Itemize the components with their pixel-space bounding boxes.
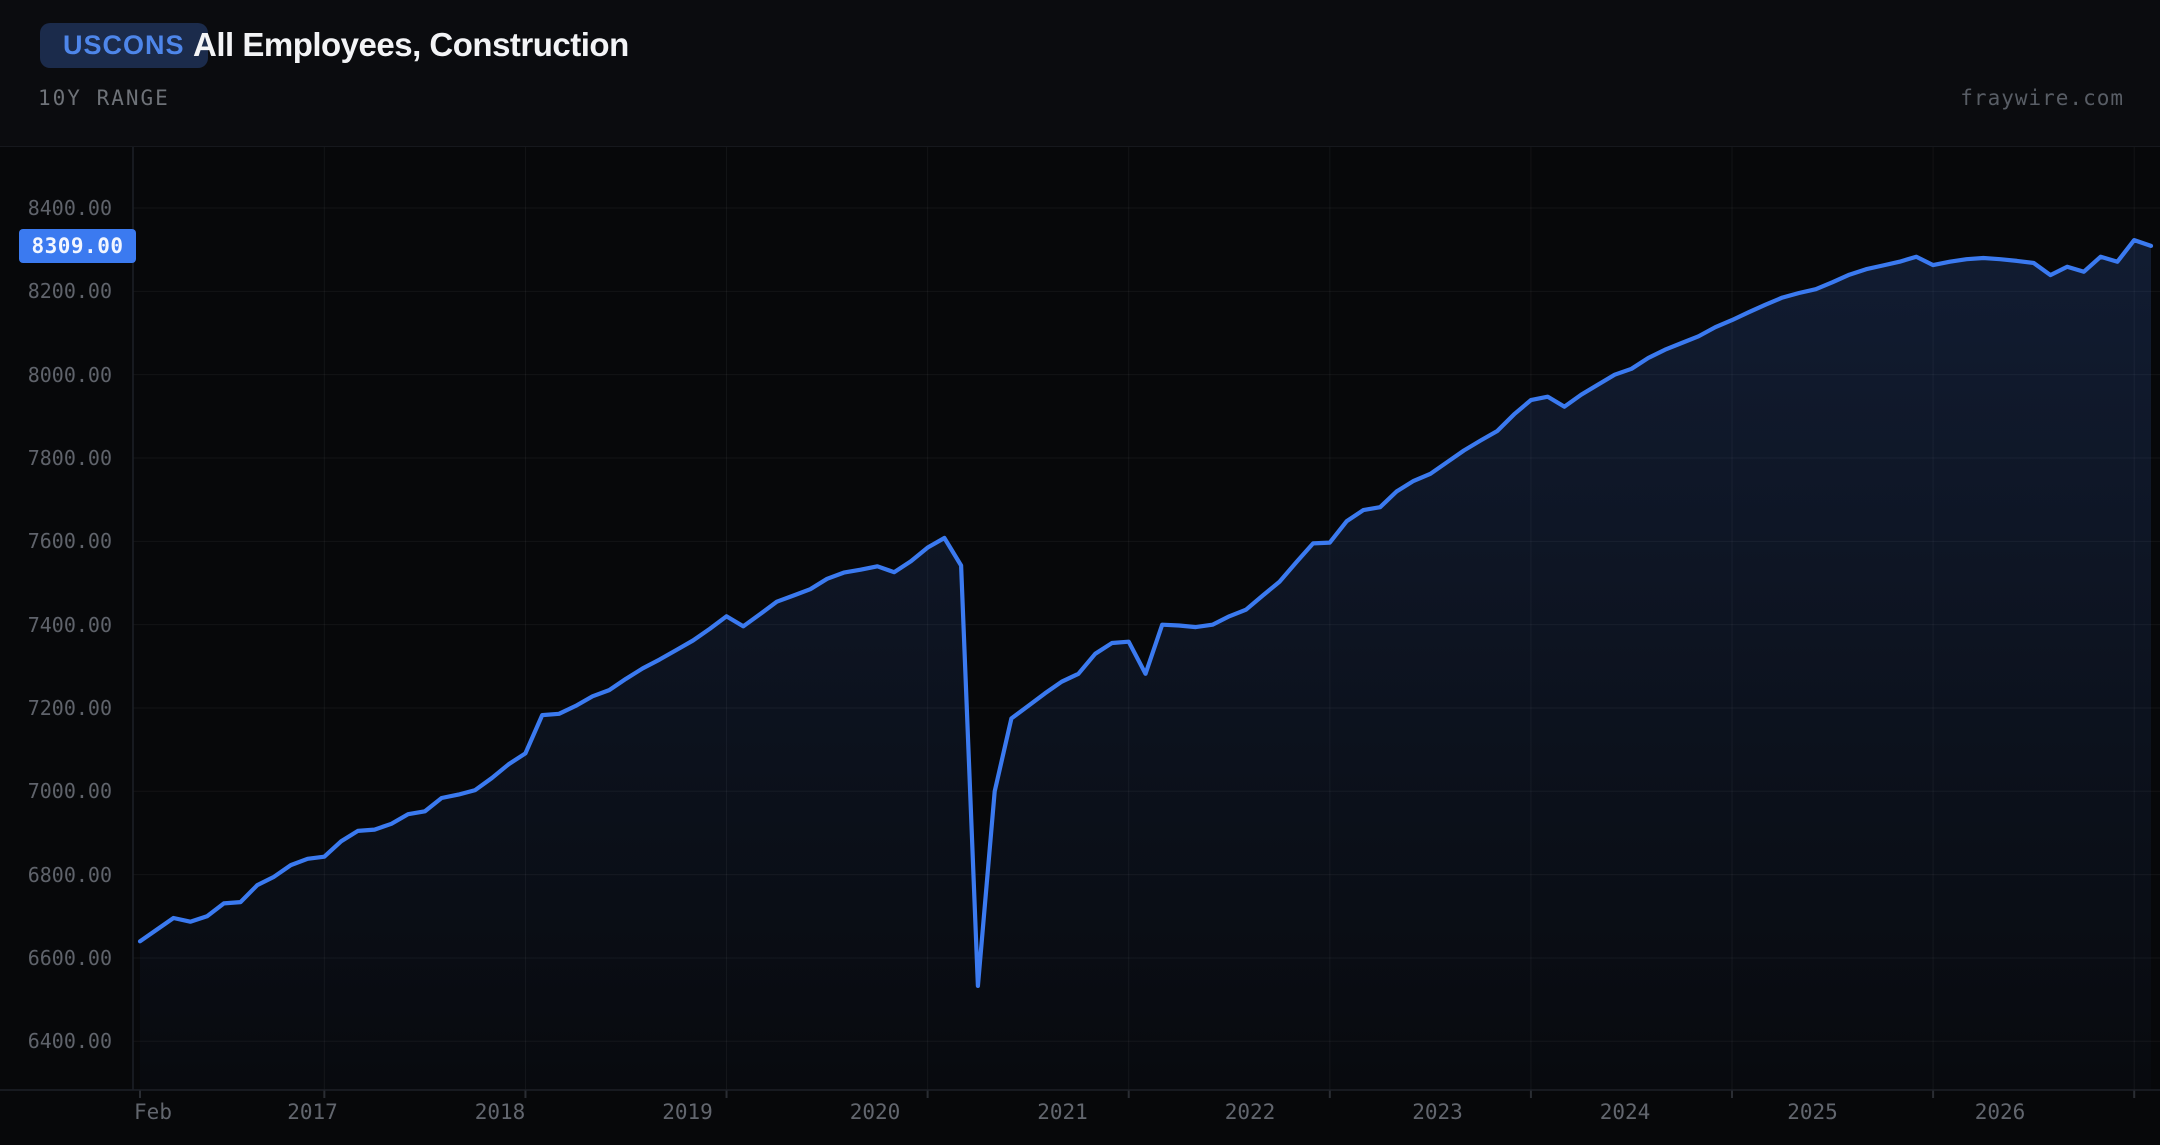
current-price-value: 8309.00 (31, 233, 124, 258)
watermark: fraywire.com (1960, 86, 2124, 110)
price-line-chart (0, 147, 2160, 1098)
ticker-symbol: USCONS (63, 30, 185, 60)
current-price-badge: 8309.00 (19, 228, 136, 263)
page-title: All Employees, Construction (193, 26, 629, 63)
y-axis-label: 7800.00 (27, 445, 112, 470)
x-axis-label: 2025 (1787, 1100, 1838, 1124)
x-axis-label: 2019 (662, 1100, 713, 1124)
price-line (137, 238, 2154, 988)
y-axis-label: 7200.00 (27, 695, 112, 720)
x-axis-label: 2021 (1037, 1100, 1088, 1124)
y-axis-label: 7600.00 (27, 529, 112, 554)
chart-plot-area[interactable]: 8400.00 8200.00 8000.00 7800.00 7600.00 7400.… (0, 147, 2160, 1145)
chart-header: USCONS All Employees, Construction 10Y R… (0, 0, 2160, 147)
y-axis-label: 6600.00 (27, 945, 112, 970)
y-axis-label: 8000.00 (27, 362, 112, 387)
area-fill (140, 240, 2151, 1091)
y-axis-label: 8400.00 (27, 196, 112, 220)
x-axis-label: 2024 (1599, 1100, 1651, 1124)
x-axis-label: 2026 (1974, 1100, 2026, 1124)
x-axis-label: 2017 (287, 1100, 338, 1124)
x-axis-label: 2018 (474, 1100, 526, 1124)
y-axis-label: 8200.00 (27, 279, 112, 304)
y-axis-label: 7400.00 (27, 612, 112, 637)
x-axis-label: 2022 (1224, 1100, 1276, 1124)
x-axis-label: 2023 (1412, 1100, 1463, 1124)
ticker-badge[interactable]: USCONS (40, 23, 208, 68)
y-axis-label: 6400.00 (27, 1029, 112, 1054)
range-label: 10Y RANGE (38, 86, 170, 110)
x-axis-label: Feb (134, 1100, 172, 1124)
y-axis-label: 6800.00 (27, 862, 112, 887)
x-axis-label: 2020 (849, 1100, 901, 1124)
y-axis-label: 7000.00 (27, 779, 112, 804)
